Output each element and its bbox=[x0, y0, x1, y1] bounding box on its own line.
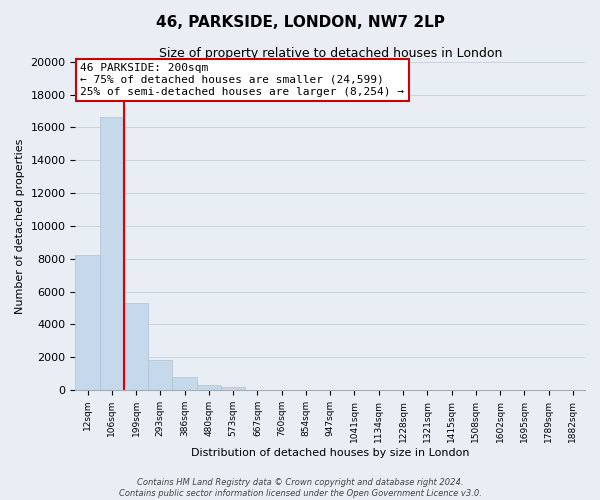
Bar bbox=[221, 387, 245, 390]
Bar bbox=[124, 303, 148, 390]
Bar bbox=[197, 386, 221, 390]
Bar bbox=[148, 360, 172, 390]
Bar bbox=[172, 377, 197, 390]
Text: 46, PARKSIDE, LONDON, NW7 2LP: 46, PARKSIDE, LONDON, NW7 2LP bbox=[155, 15, 445, 30]
X-axis label: Distribution of detached houses by size in London: Distribution of detached houses by size … bbox=[191, 448, 469, 458]
Title: Size of property relative to detached houses in London: Size of property relative to detached ho… bbox=[158, 48, 502, 60]
Text: 46 PARKSIDE: 200sqm
← 75% of detached houses are smaller (24,599)
25% of semi-de: 46 PARKSIDE: 200sqm ← 75% of detached ho… bbox=[80, 64, 404, 96]
Y-axis label: Number of detached properties: Number of detached properties bbox=[15, 138, 25, 314]
Text: Contains HM Land Registry data © Crown copyright and database right 2024.
Contai: Contains HM Land Registry data © Crown c… bbox=[119, 478, 481, 498]
Bar bbox=[76, 256, 100, 390]
Bar bbox=[100, 118, 124, 390]
